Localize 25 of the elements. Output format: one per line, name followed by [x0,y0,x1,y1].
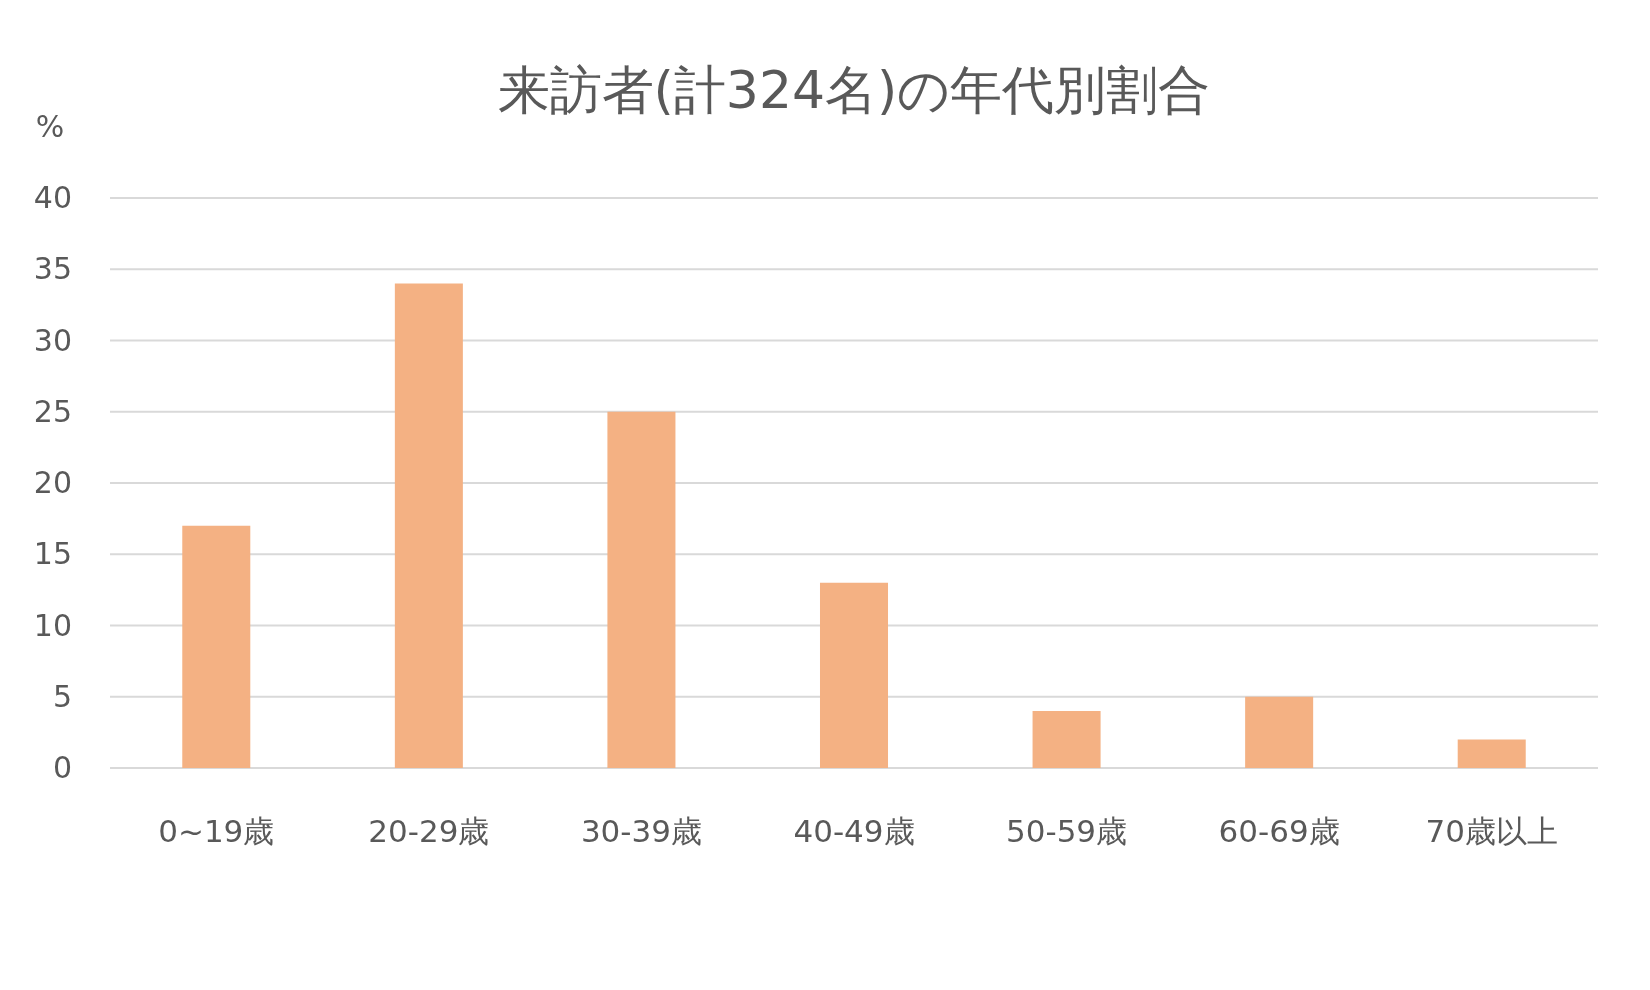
y-tick-label: 40 [33,180,72,215]
y-tick-label: 30 [33,322,72,358]
y-tick-label: 5 [52,678,72,714]
y-axis-title: % [35,109,65,144]
y-tick-label: 15 [33,536,72,572]
x-tick-label: 70歳以上 [1425,813,1558,849]
x-tick-label: 60-69歳 [1218,813,1340,849]
bar [394,283,463,768]
y-tick-label: 20 [33,465,72,500]
x-tick-label: 40-49歳 [793,813,915,849]
y-tick-label: 10 [33,607,72,643]
bar [607,411,676,768]
x-tick-label: 20-29歳 [368,813,490,849]
bar [1245,696,1314,768]
y-tick-label: 25 [33,393,72,429]
chart-title: 来訪者(計324名)の年代別割合 [497,60,1211,120]
x-tick-label: 30-39歳 [580,813,702,849]
y-tick-label: 35 [33,251,72,287]
bar [1457,739,1526,768]
y-tick-label: 0 [52,750,72,785]
bar [182,525,251,768]
x-tick-label: 50-59歳 [1006,813,1128,849]
x-tick-label: 0~19歳 [158,813,275,849]
bar [1032,711,1101,768]
bar [819,582,889,768]
